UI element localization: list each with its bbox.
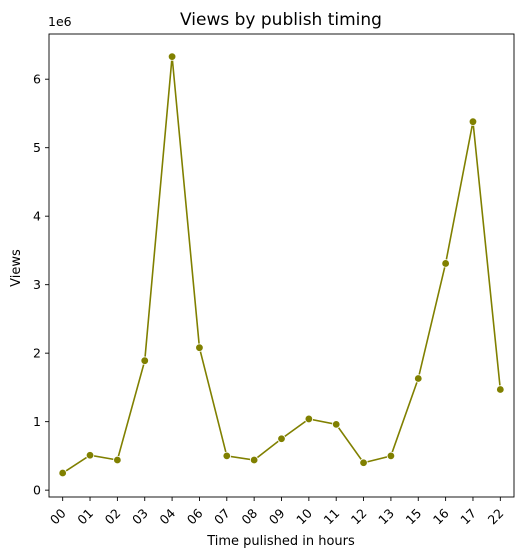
data-point <box>386 451 396 461</box>
data-point <box>414 374 423 383</box>
x-axis-label: Time pulished in hours <box>206 534 355 549</box>
data-point <box>332 420 341 429</box>
data-point <box>222 451 231 461</box>
y-axis-ticks: 0 1 2 3 4 5 6 <box>33 72 49 498</box>
chart-title: Views by publish timing <box>180 10 382 30</box>
y-tick-label: 3 <box>33 277 41 292</box>
data-point <box>359 458 368 467</box>
x-tick-label: 16 <box>430 505 452 527</box>
x-tick-label: 03 <box>129 506 151 528</box>
data-point <box>249 455 259 465</box>
data-point <box>167 52 177 61</box>
data-point <box>140 356 149 365</box>
x-tick-label: 09 <box>266 505 288 527</box>
x-tick-label: 02 <box>102 506 124 528</box>
x-tick-label: 15 <box>403 506 425 528</box>
y-tick-label: 4 <box>33 209 41 224</box>
x-tick-label: 13 <box>375 506 397 528</box>
x-tick-label: 11 <box>320 506 342 528</box>
y-axis-offset-label: 1e6 <box>48 14 72 29</box>
x-tick-label: 01 <box>74 506 96 528</box>
x-axis-ticks: 00 01 02 03 04 06 07 08 09 10 11 12 13 15 16 17 22 <box>47 497 507 528</box>
y-tick-label: 5 <box>33 140 41 155</box>
x-tick-label: 22 <box>485 506 507 528</box>
x-tick-label: 06 <box>184 505 206 527</box>
series-group <box>58 52 505 478</box>
data-point <box>195 343 204 352</box>
y-tick-label: 1 <box>33 414 41 429</box>
x-tick-label: 00 <box>47 505 69 527</box>
y-axis-label: Views <box>9 249 24 287</box>
data-point <box>304 414 314 424</box>
data-point <box>85 451 95 460</box>
x-tick-label: 07 <box>211 506 233 528</box>
x-tick-label: 08 <box>238 505 260 527</box>
y-tick-label: 6 <box>33 72 41 87</box>
x-tick-label: 04 <box>156 505 178 527</box>
data-point <box>496 385 505 394</box>
data-point <box>58 468 67 478</box>
x-tick-label: 12 <box>348 506 370 528</box>
y-tick-label: 2 <box>33 346 41 361</box>
y-tick-label: 0 <box>33 483 41 498</box>
x-tick-label: 17 <box>457 506 479 528</box>
data-point <box>441 259 450 268</box>
data-point <box>468 117 478 126</box>
series-line <box>62 56 502 474</box>
x-tick-label: 10 <box>293 505 315 527</box>
data-point <box>113 455 122 465</box>
data-point <box>277 434 286 443</box>
